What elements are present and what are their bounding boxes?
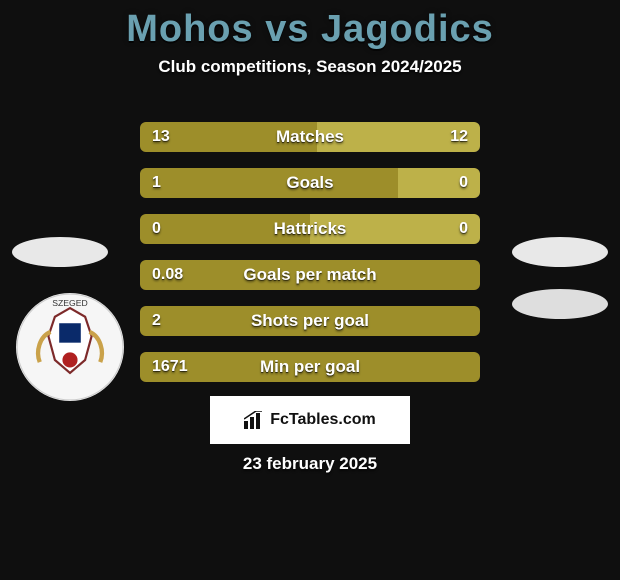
player2-ellipse-top — [512, 237, 608, 267]
stat-row: Hattricks00 — [140, 214, 480, 244]
stat-bar-left — [140, 214, 310, 244]
brand-box: FcTables.com — [210, 396, 410, 444]
player2-ellipse-bottom — [512, 289, 608, 319]
comparison-subtitle: Club competitions, Season 2024/2025 — [0, 57, 620, 77]
stat-bar-right — [398, 168, 480, 198]
stat-bar-left — [140, 122, 317, 152]
stat-row: Min per goal1671 — [140, 352, 480, 382]
brand-inner: FcTables.com — [244, 411, 376, 429]
stat-bar-track — [140, 214, 480, 244]
stat-row: Matches1312 — [140, 122, 480, 152]
stat-bar-left — [140, 260, 480, 290]
stats-rows: Matches1312 Goals10 Hattricks00 Goals per m… — [140, 122, 480, 398]
player1-ellipse — [12, 237, 108, 267]
stat-bar-right — [317, 122, 480, 152]
crest-icon: SZEGED — [16, 293, 124, 401]
chart-bars-icon — [244, 411, 266, 429]
stat-row: Goals per match0.08 — [140, 260, 480, 290]
player2-name: Jagodics — [321, 8, 494, 50]
stat-bar-left — [140, 168, 398, 198]
stat-bar-left — [140, 352, 480, 382]
footer-date: 23 february 2025 — [0, 454, 620, 474]
brand-text: FcTables.com — [270, 411, 376, 429]
stat-bar-right — [310, 214, 480, 244]
comparison-title: Mohos vs Jagodics — [0, 0, 620, 51]
player1-name: Mohos — [126, 8, 253, 50]
stat-bar-track — [140, 352, 480, 382]
vs-word: vs — [265, 8, 309, 50]
stat-bar-track — [140, 168, 480, 198]
stat-row: Shots per goal2 — [140, 306, 480, 336]
stat-bar-left — [140, 306, 480, 336]
stat-bar-track — [140, 260, 480, 290]
stat-row: Goals10 — [140, 168, 480, 198]
player1-crest: SZEGED — [16, 293, 124, 401]
stat-bar-track — [140, 122, 480, 152]
stat-bar-track — [140, 306, 480, 336]
svg-text:SZEGED: SZEGED — [52, 298, 87, 308]
